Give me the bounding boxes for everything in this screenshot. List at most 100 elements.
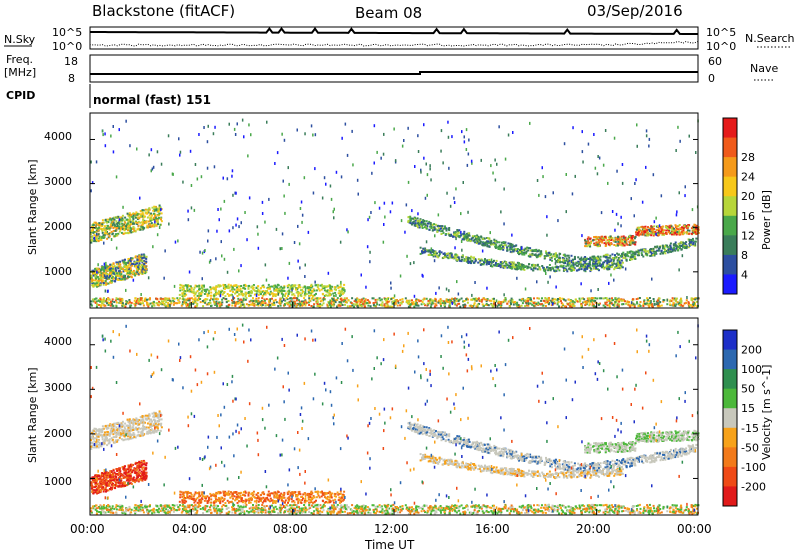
data-cell xyxy=(440,299,443,302)
data-cell xyxy=(92,224,95,226)
data-cell xyxy=(532,269,535,272)
data-cell xyxy=(138,262,141,265)
data-cell xyxy=(327,285,330,288)
data-cell xyxy=(139,268,142,271)
data-cell xyxy=(116,234,118,237)
data-cell xyxy=(551,297,554,300)
data-cell xyxy=(102,237,105,239)
data-cell xyxy=(550,301,553,304)
data-cell xyxy=(608,268,611,271)
data-cell xyxy=(616,259,619,262)
data-cell xyxy=(122,223,125,226)
data-cell xyxy=(609,243,612,245)
data-cell xyxy=(490,303,493,306)
data-cell xyxy=(681,226,684,229)
data-cell xyxy=(190,287,193,289)
data-cell xyxy=(158,214,161,217)
data-cell xyxy=(484,258,486,261)
data-cell xyxy=(589,270,592,273)
data-cell xyxy=(497,265,500,267)
data-cell xyxy=(440,251,443,254)
data-cell xyxy=(98,222,101,225)
data-cell xyxy=(678,191,680,195)
data-cell xyxy=(649,232,652,234)
data-cell xyxy=(133,260,136,263)
data-cell xyxy=(672,229,675,232)
data-cell xyxy=(495,264,498,267)
data-cell xyxy=(423,302,426,305)
data-cell xyxy=(388,300,391,303)
data-cell xyxy=(346,305,349,308)
data-cell xyxy=(477,242,480,245)
data-cell xyxy=(397,300,400,303)
data-cell xyxy=(325,290,328,293)
data-cell xyxy=(120,227,123,230)
data-cell xyxy=(390,297,393,300)
data-cell xyxy=(179,153,181,157)
data-cell xyxy=(143,220,146,223)
data-cell xyxy=(203,293,206,295)
data-cell xyxy=(548,268,551,271)
data-cell xyxy=(553,270,556,272)
data-cell xyxy=(582,260,585,263)
data-cell xyxy=(105,298,108,301)
data-cell xyxy=(119,299,122,302)
data-cell xyxy=(441,302,444,305)
data-cell xyxy=(367,304,370,307)
data-cell xyxy=(126,266,129,269)
data-cell xyxy=(185,293,188,296)
data-cell xyxy=(567,260,570,263)
data-cell xyxy=(158,205,161,208)
data-cell xyxy=(646,254,649,257)
data-cell xyxy=(209,288,212,291)
data-cell xyxy=(204,300,207,303)
data-cell xyxy=(168,297,171,300)
data-cell xyxy=(408,299,411,302)
data-cell xyxy=(280,285,283,288)
data-cell xyxy=(448,227,451,229)
data-cell xyxy=(104,281,107,284)
data-cell xyxy=(136,258,139,261)
data-cell xyxy=(146,303,149,306)
data-cell xyxy=(527,300,530,302)
data-cell xyxy=(262,301,265,304)
data-cell xyxy=(109,272,112,275)
data-cell xyxy=(183,290,186,293)
nsky-series xyxy=(89,26,699,47)
data-cell xyxy=(215,292,218,295)
data-cell xyxy=(313,289,316,292)
data-cell xyxy=(630,238,633,241)
data-cell xyxy=(271,297,273,300)
data-cell xyxy=(263,299,266,302)
data-cell xyxy=(577,263,580,266)
data-cell xyxy=(111,272,114,275)
data-cell xyxy=(582,266,585,269)
data-cell xyxy=(513,267,516,270)
data-cell xyxy=(90,300,93,303)
data-cell xyxy=(430,223,433,226)
data-cell xyxy=(227,304,230,307)
data-cell xyxy=(667,231,670,234)
data-cell xyxy=(669,248,672,251)
data-cell xyxy=(182,294,185,297)
data-cell xyxy=(90,303,93,306)
data-cell xyxy=(479,240,482,243)
data-cell xyxy=(328,303,331,306)
data-cell xyxy=(639,305,642,307)
data-cell xyxy=(662,299,665,301)
data-cell xyxy=(198,284,201,287)
data-cell xyxy=(366,299,369,302)
data-cell xyxy=(157,208,160,211)
data-cell xyxy=(130,304,133,307)
data-cell xyxy=(617,257,620,259)
data-cell xyxy=(659,252,662,255)
data-cell xyxy=(327,305,330,308)
data-cell xyxy=(118,227,120,230)
data-cell xyxy=(310,297,313,300)
data-cell xyxy=(635,298,638,301)
data-cell xyxy=(583,257,586,260)
data-cell xyxy=(135,267,138,270)
data-cell xyxy=(145,257,148,260)
data-cell xyxy=(209,286,212,289)
data-cell xyxy=(429,223,432,226)
